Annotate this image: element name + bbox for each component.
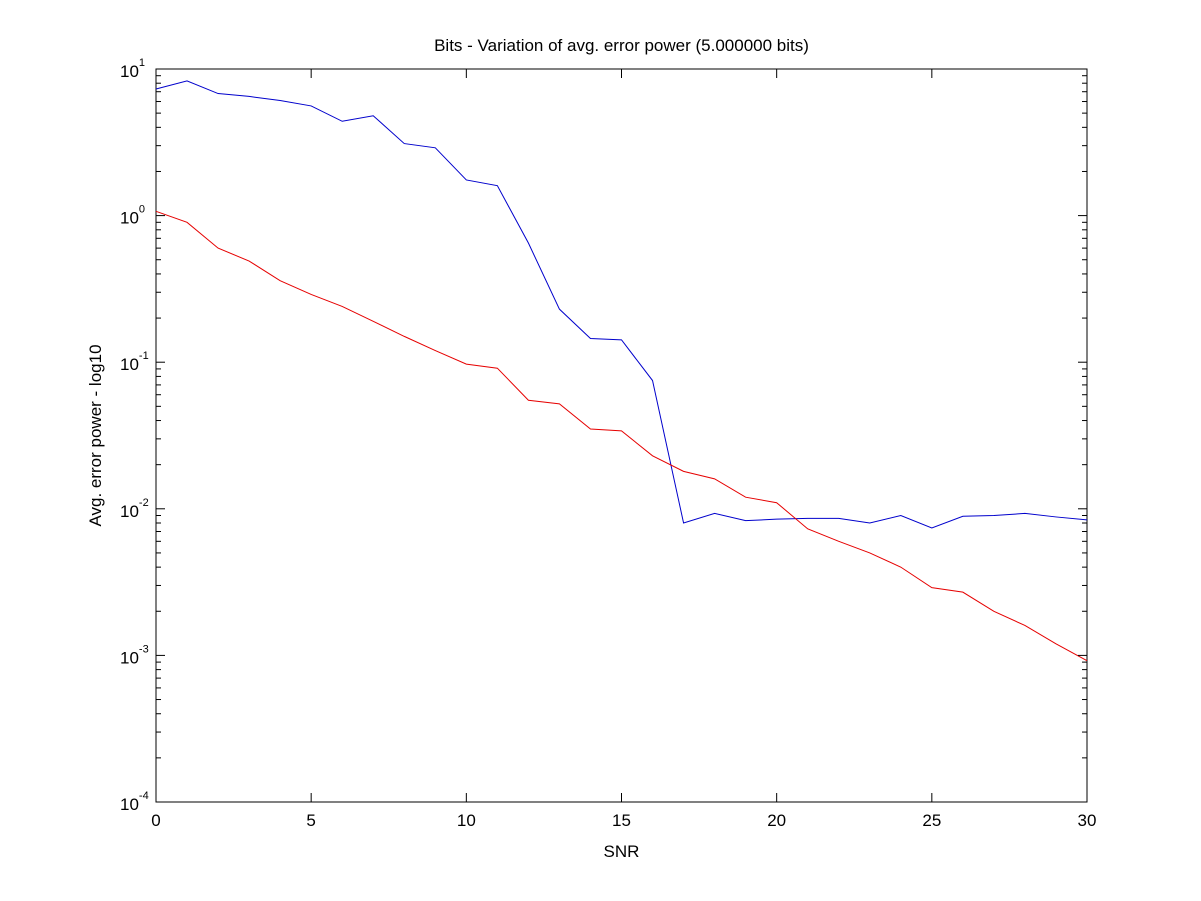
series-line-2: [155, 210, 1088, 662]
y-tick-label: 10-1: [120, 350, 149, 374]
y-tick-exponent: -4: [139, 790, 149, 802]
series-layer: [155, 80, 1088, 662]
y-tick-exponent: 1: [139, 57, 145, 69]
y-tick-exponent: -1: [139, 350, 149, 362]
plot-area: [155, 68, 1088, 803]
x-tick-label: 30: [1078, 811, 1097, 830]
x-tick-label: 15: [612, 811, 631, 830]
y-tick-label: 10-4: [120, 790, 149, 814]
x-axis-label: SNR: [604, 842, 640, 861]
x-tick-label: 25: [922, 811, 941, 830]
x-tick-label: 5: [306, 811, 315, 830]
axes-frame: [155, 68, 1088, 803]
series-line-1: [155, 80, 1088, 529]
y-tick-label: 10-3: [120, 643, 149, 667]
y-tick-exponent: -2: [139, 497, 149, 509]
y-tick-exponent: 0: [139, 204, 145, 216]
x-tick-label: 10: [457, 811, 476, 830]
chart-title: Bits - Variation of avg. error power (5.…: [434, 36, 809, 55]
y-tick-exponent: -3: [139, 643, 149, 655]
y-tick-label: 100: [120, 204, 145, 228]
y-axis-label: Avg. error power - log10: [86, 344, 105, 526]
y-tick-label: 101: [120, 57, 145, 81]
y-tick-label: 10-2: [120, 497, 149, 521]
x-tick-label: 0: [151, 811, 160, 830]
x-tick-label: 20: [767, 811, 786, 830]
